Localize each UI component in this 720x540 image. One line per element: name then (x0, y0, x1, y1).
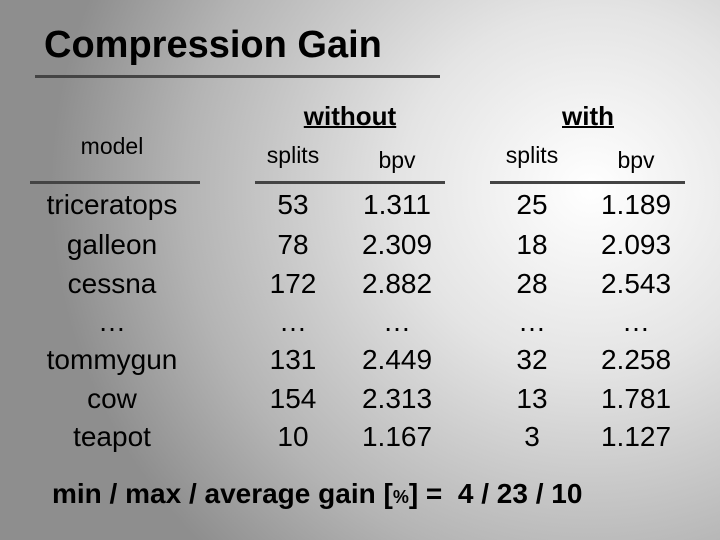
value-cell: 2.309 (361, 229, 433, 260)
model-cell: triceratops (46, 189, 178, 220)
column-header: bpv (617, 147, 655, 173)
value-cell: … (622, 306, 650, 337)
model-cell: cow (87, 383, 137, 414)
column-header: splits (266, 142, 320, 168)
column-header: splits (505, 142, 559, 168)
value-cell: 10 (277, 421, 309, 452)
model-cell: teapot (73, 421, 151, 452)
value-cell: 2.313 (361, 383, 433, 414)
value-cell: 2.543 (600, 268, 672, 299)
model-cell: tommygun (46, 344, 178, 375)
value-cell: 78 (277, 229, 309, 260)
value-cell: 28 (516, 268, 548, 299)
value-cell: 2.258 (600, 344, 672, 375)
value-cell: 2.449 (361, 344, 433, 375)
header-rule (30, 181, 200, 184)
group-header: with (562, 101, 614, 131)
footer-unit: % (392, 487, 409, 507)
footer-label: min / max / average gain [ (52, 478, 393, 509)
value-cell: 13 (516, 383, 548, 414)
value-cell: 154 (269, 383, 317, 414)
value-cell: … (383, 306, 411, 337)
footer-close: ] = (408, 478, 443, 509)
column-header: bpv (378, 147, 416, 173)
value-cell: 53 (277, 189, 309, 220)
model-cell: … (98, 306, 126, 337)
slide-title: Compression Gain (44, 24, 382, 66)
value-cell: 1.781 (600, 383, 672, 414)
value-cell: 1.311 (363, 189, 431, 220)
model-cell: cessna (67, 268, 157, 299)
value-cell: 2.093 (600, 229, 672, 260)
value-cell: 25 (516, 189, 548, 220)
group-header: without (303, 101, 397, 131)
footer: min / max / average gain [%] = 4 / 23 / … (52, 478, 582, 510)
value-cell: 3 (524, 421, 540, 452)
value-cell: 1.127 (600, 421, 672, 452)
model-cell: galleon (66, 229, 158, 260)
value-cell: 2.882 (361, 268, 433, 299)
value-cell: 131 (269, 344, 317, 375)
footer-value: 4 / 23 / 10 (457, 478, 583, 509)
value-cell: … (518, 306, 546, 337)
value-cell: 18 (516, 229, 548, 260)
value-cell: 172 (269, 268, 317, 299)
value-cell: … (279, 306, 307, 337)
title-rule (35, 75, 440, 78)
value-cell: 1.189 (600, 189, 672, 220)
header-rule (490, 181, 685, 184)
value-cell: 1.167 (361, 421, 433, 452)
header-model: model (80, 133, 144, 159)
value-cell: 32 (516, 344, 548, 375)
header-rule (255, 181, 445, 184)
